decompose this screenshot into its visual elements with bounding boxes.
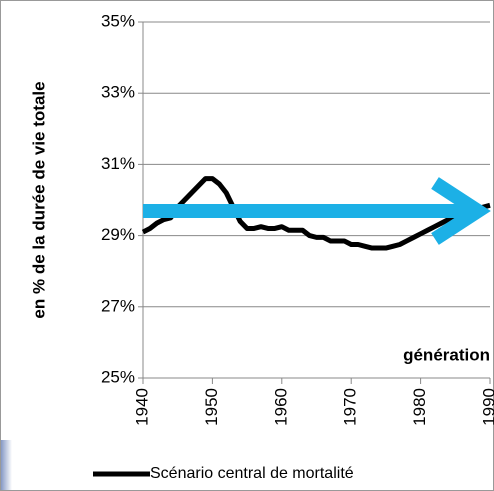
y-tick-label: 35%: [101, 11, 135, 30]
arrow: [143, 177, 491, 245]
x-tick-label: 1940: [132, 388, 151, 426]
y-tick-label: 25%: [101, 367, 135, 386]
legend-label: Scénario central de mortalité: [150, 465, 354, 482]
edge-shade: [0, 440, 12, 491]
y-tick-label: 31%: [101, 154, 135, 173]
arrow-head: [431, 177, 491, 245]
y-axis-label: en % de la durée de vie totale: [29, 81, 48, 318]
y-tick-label: 29%: [101, 225, 135, 244]
x-tick-label: 1990: [479, 388, 494, 426]
annotation: génération: [403, 345, 490, 364]
y-tick-label: 33%: [101, 83, 135, 102]
y-tick-label: 27%: [101, 296, 135, 315]
x-tick-label: 1970: [341, 388, 360, 426]
series-line: [141, 176, 491, 251]
x-tick-label: 1950: [202, 388, 221, 426]
x-tick-label: 1960: [271, 388, 290, 426]
x-tick-label: 1980: [410, 388, 429, 426]
